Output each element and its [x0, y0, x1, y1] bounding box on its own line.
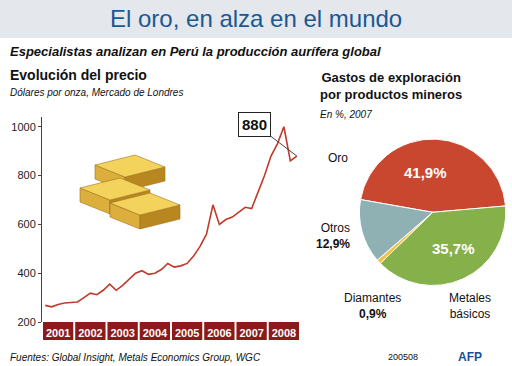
svg-text:AFP: AFP [458, 350, 482, 364]
svg-text:200508: 200508 [388, 352, 418, 362]
svg-text:Especialistas analizan en Perú: Especialistas analizan en Perú la produc… [10, 44, 381, 59]
svg-text:35,7%: 35,7% [432, 240, 475, 257]
svg-text:2003: 2003 [110, 327, 134, 339]
svg-text:Diamantes0,9%: Diamantes0,9% [344, 291, 401, 321]
svg-text:Otros12,9%: Otros12,9% [316, 221, 350, 251]
svg-text:Evolución del precio: Evolución del precio [10, 67, 147, 83]
svg-text:41,9%: 41,9% [404, 164, 447, 181]
svg-text:Gastos de exploraciónpor produ: Gastos de exploraciónpor productos miner… [320, 70, 462, 102]
svg-text:Dólares por onza, Mercado de L: Dólares por onza, Mercado de Londres [10, 87, 183, 98]
svg-text:1000: 1000 [11, 121, 35, 133]
svg-text:El oro, en alza en el mundo: El oro, en alza en el mundo [110, 5, 402, 32]
svg-text:400: 400 [17, 267, 35, 279]
svg-text:200: 200 [17, 316, 35, 328]
svg-text:2001: 2001 [46, 327, 70, 339]
svg-text:2002: 2002 [78, 327, 102, 339]
svg-text:2005: 2005 [175, 327, 199, 339]
svg-text:En %, 2007: En %, 2007 [320, 109, 372, 120]
svg-text:800: 800 [17, 169, 35, 181]
svg-text:600: 600 [17, 218, 35, 230]
svg-text:2008: 2008 [272, 327, 296, 339]
svg-text:Metalesbásicos: Metalesbásicos [449, 291, 491, 321]
svg-text:2007: 2007 [239, 327, 263, 339]
svg-text:2004: 2004 [143, 327, 168, 339]
svg-text:2006: 2006 [207, 327, 231, 339]
svg-text:Oro: Oro [328, 151, 348, 165]
svg-text:Fuentes: Global Insight, Metal: Fuentes: Global Insight, Metals Economic… [10, 352, 261, 363]
svg-text:880: 880 [242, 116, 267, 133]
